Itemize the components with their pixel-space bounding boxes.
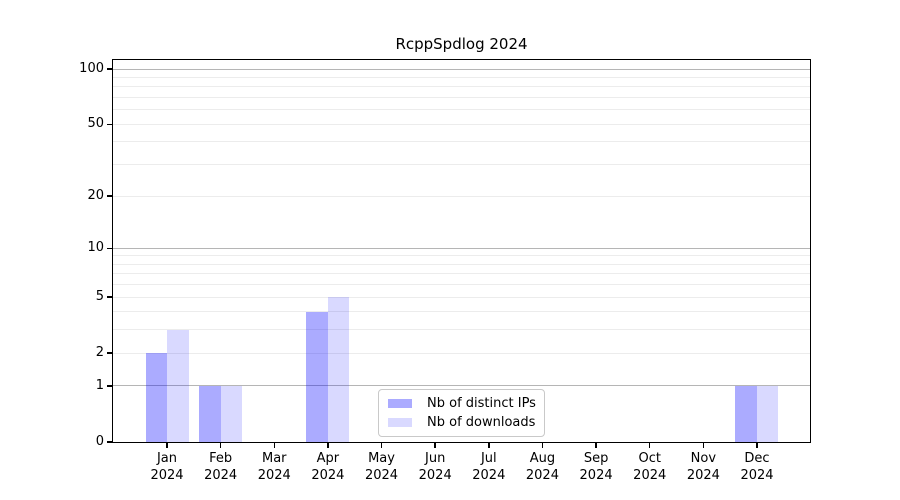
y-tick-50 [107,123,112,126]
x-tick-label-jan: Jan 2024 [150,451,184,483]
plot-area [112,59,811,443]
gridline-y-5 [113,296,810,298]
gridline-y-100 [113,68,810,70]
legend-swatch-downloads [388,418,412,427]
x-tick-aug [541,443,544,448]
y-tick-label-10: 10 [87,240,104,256]
gridline-y-60 [113,109,810,111]
bar-distinct-ips-feb [199,386,221,442]
gridline-y-3 [113,329,810,331]
legend-label-downloads: Nb of downloads [427,414,536,430]
y-tick-label-20: 20 [87,188,104,203]
gridline-y-1 [113,385,810,387]
gridline-y-9 [113,255,810,257]
x-tick-label-may: May 2024 [364,451,399,483]
gridline-y-6 [113,284,810,286]
legend-label-distinct-ips: Nb of distinct IPs [427,395,536,411]
y-tick-20 [107,195,112,197]
bar-distinct-ips-apr [306,311,328,442]
legend-entry-distinct-ips: Nb of distinct IPs [388,395,544,411]
legend-entry-downloads: Nb of downloads [388,414,544,430]
bar-downloads-jan [167,330,189,442]
y-tick-10 [107,247,112,249]
x-tick-label-nov: Nov 2024 [686,451,720,483]
legend-swatch-distinct-ips [388,399,412,408]
y-tick-0 [107,441,112,443]
y-tick-2 [107,352,112,354]
bar-distinct-ips-jan [145,353,167,442]
gridline-y-40 [113,141,810,143]
gridline-y-20 [113,195,810,197]
x-tick-jul [488,443,490,448]
gridline-y-30 [113,164,810,166]
bar-distinct-ips-dec [735,386,757,442]
x-tick-label-mar: Mar 2024 [257,451,291,483]
x-tick-may [380,443,383,448]
gridline-y-10 [113,247,810,249]
gridline-y-50 [113,123,810,125]
y-tick-5 [107,296,112,298]
y-tick-100 [107,68,112,70]
x-tick-label-oct: Oct 2024 [633,451,667,483]
x-tick-label-feb: Feb 2024 [204,451,238,483]
x-tick-label-jun: Jun 2024 [418,451,452,483]
x-tick-mar [273,443,276,448]
x-tick-label-jul: Jul 2024 [472,451,506,483]
gridline-y-4 [113,311,810,313]
gridline-y-90 [113,77,810,79]
x-tick-oct [648,443,651,448]
y-tick-label-100: 100 [79,61,104,77]
y-tick-label-2: 2 [95,345,104,361]
x-tick-apr [327,443,329,448]
gridline-y-70 [113,97,810,99]
gridline-y-7 [113,273,810,275]
y-tick-1 [107,385,112,387]
x-tick-label-sep: Sep 2024 [579,451,613,483]
x-tick-dec [756,443,758,448]
x-tick-nov [702,443,705,448]
chart-title: RcppSpdlog 2024 [395,35,528,53]
bar-downloads-dec [756,386,779,442]
x-tick-jun [434,443,436,448]
y-tick-label-5: 5 [95,289,104,305]
x-tick-label-dec: Dec 2024 [740,451,774,483]
x-tick-label-aug: Aug 2024 [525,451,559,483]
bar-downloads-feb [220,386,243,442]
gridline-y-8 [113,263,810,265]
gridline-y-2 [113,352,810,354]
legend: Nb of distinct IPs Nb of downloads [378,389,545,437]
bar-downloads-apr [327,297,350,442]
gridline-y-80 [113,86,810,88]
x-tick-jan [166,443,168,448]
y-tick-label-50: 50 [87,116,104,132]
y-tick-label-0: 0 [95,434,104,449]
x-tick-label-apr: Apr 2024 [311,451,345,483]
x-tick-feb [219,443,222,448]
x-tick-sep [595,443,597,448]
y-tick-label-1: 1 [95,377,104,393]
